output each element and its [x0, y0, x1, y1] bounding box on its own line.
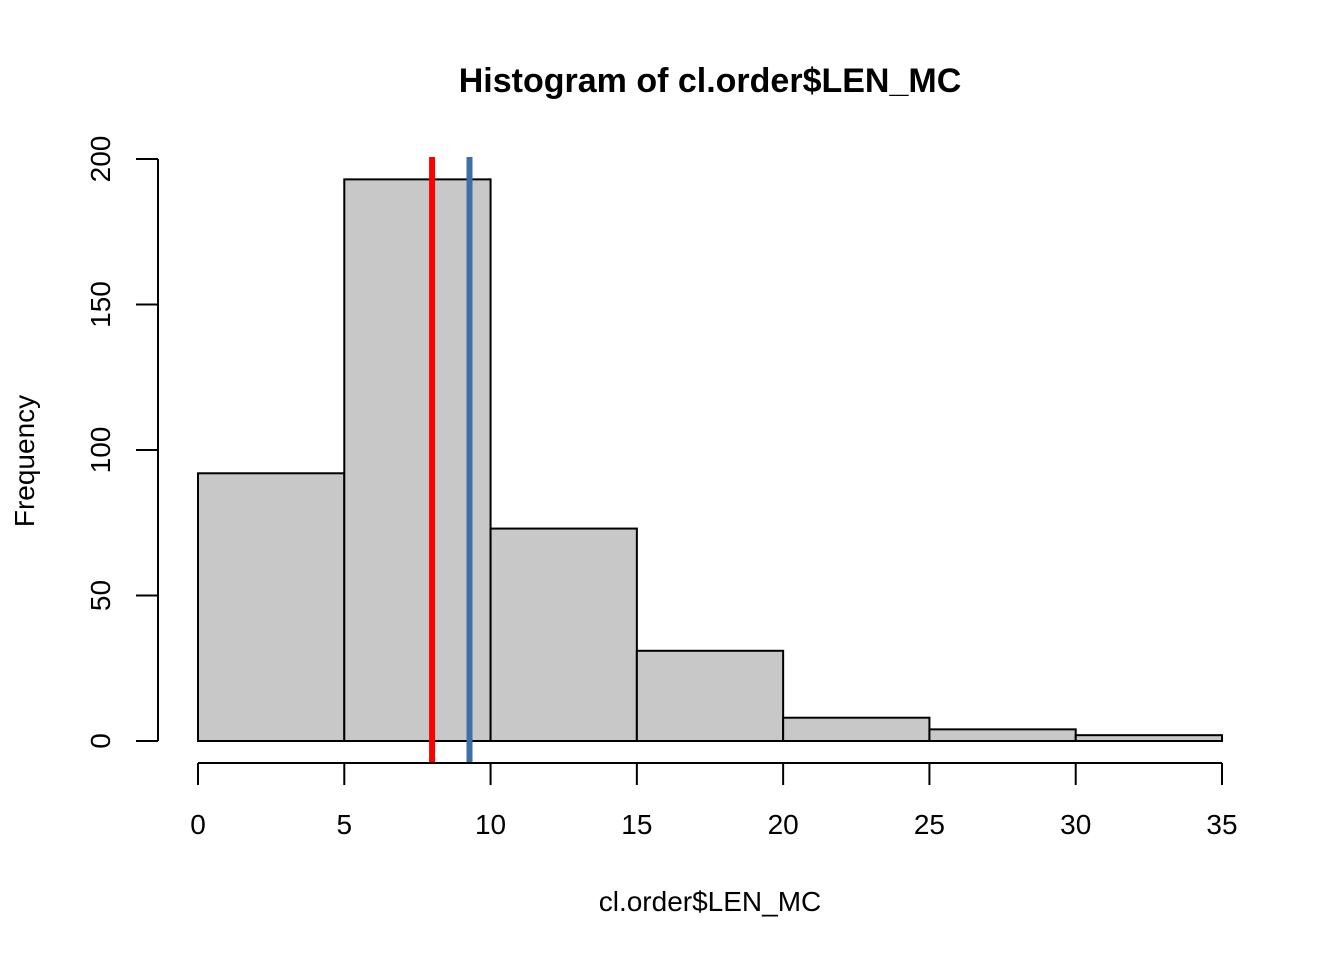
- x-tick-label: 30: [1060, 809, 1091, 840]
- histogram-bar-3: [635, 649, 785, 742]
- x-tick-label: 25: [914, 809, 945, 840]
- y-axis-label: Frequency: [9, 395, 40, 527]
- x-tick-label: 10: [475, 809, 506, 840]
- histogram-bar-2: [489, 527, 638, 742]
- histogram-bar-4: [782, 716, 931, 742]
- histogram-bar-1: [343, 178, 492, 742]
- x-tick-label: 20: [768, 809, 799, 840]
- x-tick-label: 5: [336, 809, 352, 840]
- reference-lines-group: [429, 157, 473, 763]
- histogram-bar-6: [1074, 734, 1223, 742]
- y-tick-label: 50: [85, 580, 116, 611]
- x-axis: 0 5 10 15 20 25 30 35: [190, 762, 1238, 840]
- y-tick-label: 100: [85, 427, 116, 474]
- x-tick-label: 15: [621, 809, 652, 840]
- y-tick-label: 200: [85, 136, 116, 183]
- histogram-bar-0: [197, 472, 346, 742]
- y-axis: 0 50 100 150 200: [85, 136, 159, 749]
- x-axis-label: cl.order$LEN_MC: [599, 886, 822, 917]
- y-tick-label: 150: [85, 281, 116, 328]
- y-tick-label: 0: [85, 733, 116, 749]
- histogram-bar-5: [928, 728, 1077, 742]
- x-tick-label: 35: [1206, 809, 1237, 840]
- bars-group: [197, 178, 1223, 742]
- chart-title: Histogram of cl.order$LEN_MC: [459, 62, 962, 100]
- x-tick-label: 0: [190, 809, 206, 840]
